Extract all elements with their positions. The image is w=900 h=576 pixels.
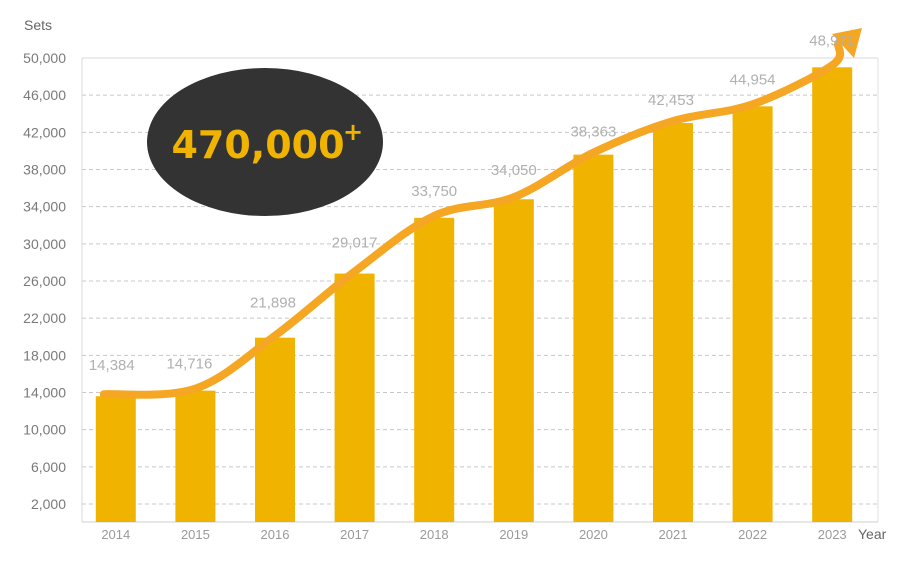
y-tick-label: 14,000	[23, 385, 66, 401]
y-tick-label: 6,000	[31, 459, 66, 475]
data-labels: 14,384 14,716 21,898 29,017 33,750 34,050 38,3…	[89, 32, 855, 374]
y-axis-label: Sets	[24, 17, 52, 33]
data-label: 33,750	[411, 183, 457, 200]
x-tick-label: 2015	[181, 527, 210, 542]
x-tick-label: 2016	[261, 527, 290, 542]
y-tick-label: 50,000	[23, 50, 66, 66]
bar	[732, 106, 773, 523]
data-label: 14,716	[166, 356, 212, 373]
callout-value: 470,000	[171, 123, 344, 167]
y-tick-label: 22,000	[23, 310, 66, 326]
y-tick-label: 42,000	[23, 124, 66, 140]
bar	[493, 199, 534, 522]
bars	[95, 67, 853, 523]
data-label: 29,017	[332, 235, 378, 252]
bar	[175, 390, 216, 522]
y-tick-labels: 2,000 6,000 10,000 14,000 18,000 22,000 26,000…	[23, 50, 66, 512]
bar	[334, 273, 375, 522]
data-label: 34,050	[491, 162, 537, 179]
data-label: 44,954	[730, 71, 776, 88]
x-tick-label: 2014	[101, 527, 130, 542]
x-tick-label: 2023	[818, 527, 847, 542]
y-tick-label: 30,000	[23, 236, 66, 252]
trend-line	[99, 40, 845, 399]
y-tick-label: 18,000	[23, 347, 66, 363]
bar	[573, 154, 614, 522]
data-label: 42,453	[648, 92, 694, 109]
x-tick-label: 2018	[420, 527, 449, 542]
bar	[414, 217, 455, 523]
total-callout: 470,000 +	[147, 68, 383, 216]
bar	[812, 67, 853, 523]
y-tick-label: 46,000	[23, 87, 66, 103]
arrow-head	[832, 28, 862, 58]
trend-arrow	[99, 28, 862, 399]
data-label: 21,898	[250, 295, 296, 312]
bar	[255, 337, 295, 522]
x-tick-label: 2017	[340, 527, 369, 542]
y-tick-label: 2,000	[31, 496, 66, 512]
x-tick-labels: 2014 2015 2016 2017 2018 2019 2020 2021 2022 2023	[101, 527, 846, 542]
data-label: 48,971	[809, 32, 855, 49]
data-label: 38,363	[570, 124, 616, 141]
y-tick-label: 10,000	[23, 422, 66, 438]
data-label: 14,384	[89, 357, 135, 374]
callout-suffix: +	[343, 118, 363, 146]
y-tick-label: 34,000	[23, 199, 66, 215]
y-tick-label: 26,000	[23, 273, 66, 289]
bar	[95, 396, 136, 522]
x-tick-label: 2022	[738, 527, 767, 542]
x-tick-label: 2020	[579, 527, 608, 542]
gridlines	[82, 57, 878, 505]
x-tick-label: 2021	[659, 527, 688, 542]
bar	[653, 123, 693, 523]
y-tick-label: 38,000	[23, 162, 66, 178]
x-tick-label: 2019	[499, 527, 528, 542]
callout-badge	[147, 68, 383, 216]
x-axis-label: Year	[858, 526, 887, 542]
